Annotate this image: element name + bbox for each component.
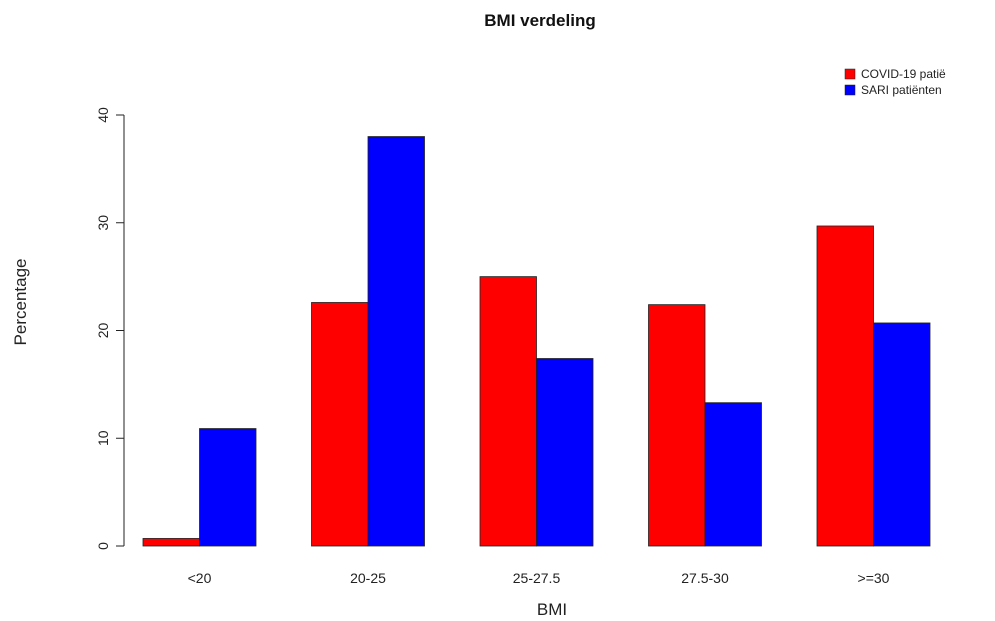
legend: COVID-19 patië SARI patiënten [844,67,946,97]
x-tick-label: >=30 [858,570,890,586]
bar-sari [536,358,594,547]
x-tick-label: 20-25 [350,570,386,586]
legend-label: SARI patiënten [861,83,942,97]
bar-sari [367,136,425,547]
bar-covid [648,304,706,547]
chart-title: BMI verdeling [484,11,595,30]
x-tick-label: 27.5-30 [681,570,729,586]
legend-swatch [844,68,856,80]
y-tick-label: 20 [95,323,111,339]
bar-sari [199,428,257,547]
x-tick-label: <20 [188,570,212,586]
bar-sari [704,402,762,547]
bar-covid [816,225,874,547]
bar-sari [873,322,931,547]
y-axis-label: Percentage [11,259,30,346]
y-tick-label: 0 [95,542,111,550]
x-axis-tick-labels: <20 20-25 25-27.5 27.5-30 >=30 [188,570,890,586]
bar-covid [311,302,369,547]
y-tick-label: 40 [95,107,111,123]
y-axis-ticks: 0 10 20 30 40 [95,107,124,550]
legend-swatch [844,84,856,96]
x-tick-label: 25-27.5 [513,570,561,586]
legend-label: COVID-19 patië [861,67,946,81]
bar-covid [142,538,200,547]
y-tick-label: 10 [95,430,111,446]
bar-covid [479,276,537,547]
x-axis-label: BMI [537,600,567,619]
bars-group [142,136,931,547]
y-tick-label: 30 [95,215,111,231]
